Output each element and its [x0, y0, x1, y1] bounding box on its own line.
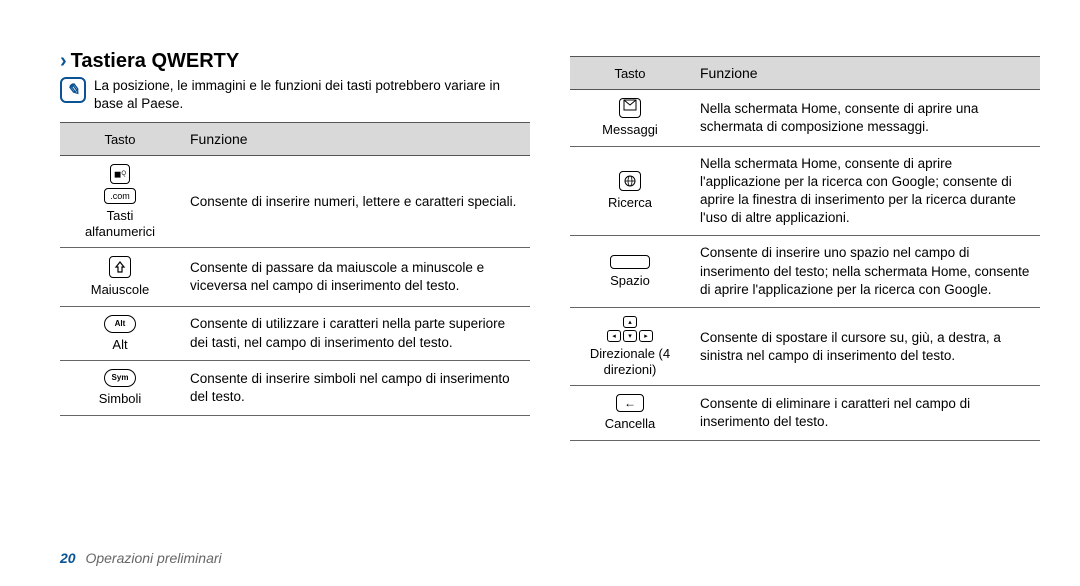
func-text: Consente di passare da maiuscole a minus…: [180, 248, 530, 307]
note-row: ✎ La posizione, le immagini e le funzion…: [60, 77, 530, 112]
th-func: Funzione: [180, 123, 530, 156]
key-label: Messaggi: [602, 122, 658, 138]
page-number: 20: [60, 550, 76, 566]
func-text: Consente di utilizzare i caratteri nella…: [180, 306, 530, 361]
key-label: Maiuscole: [91, 282, 150, 298]
th-func: Funzione: [690, 57, 1040, 90]
left-column: ›Tastiera QWERTY ✎ La posizione, le imma…: [60, 50, 530, 441]
func-text: Consente di inserire simboli nel campo d…: [180, 361, 530, 416]
messages-key-icon: Messaggi: [580, 98, 680, 138]
title-text: Tastiera QWERTY: [71, 50, 240, 72]
func-text: Consente di spostare il cursore su, giù,…: [690, 308, 1040, 386]
shift-key-icon: Maiuscole: [70, 256, 170, 298]
delete-key-icon: ← Cancella: [580, 394, 680, 432]
key-label: Ricerca: [608, 195, 652, 211]
func-text: Nella schermata Home, consente di aprire…: [690, 146, 1040, 236]
space-key-icon: Spazio: [580, 255, 680, 289]
key-label: Simboli: [99, 391, 142, 407]
func-text: Consente di inserire numeri, lettere e c…: [180, 156, 530, 248]
table-row: ▴ ◂▾▸ Direzionale (4 direzioni) Consente…: [570, 308, 1040, 386]
page-footer: 20 Operazioni preliminari: [60, 550, 222, 566]
func-text: Consente di inserire uno spazio nel camp…: [690, 236, 1040, 308]
table-row: Ricerca Nella schermata Home, consente d…: [570, 146, 1040, 236]
left-table: Tasto Funzione ◼Q .com Tasti: [60, 122, 530, 416]
table-row: ◼Q .com Tasti alfanumerici Consente di i…: [60, 156, 530, 248]
right-table: Tasto Funzione Messaggi Nella schermata: [570, 56, 1040, 441]
chevron-icon: ›: [60, 50, 67, 72]
key-label: Cancella: [605, 416, 656, 432]
note-text: La posizione, le immagini e le funzioni …: [94, 77, 530, 112]
table-row: Spazio Consente di inserire uno spazio n…: [570, 236, 1040, 308]
section-title: ›Tastiera QWERTY: [60, 50, 530, 73]
alt-key-icon: Alt Alt: [70, 315, 170, 353]
func-text: Consente di eliminare i caratteri nel ca…: [690, 386, 1040, 441]
note-icon: ✎: [60, 77, 86, 103]
table-row: Alt Alt Consente di utilizzare i caratte…: [60, 306, 530, 361]
search-key-icon: Ricerca: [580, 171, 680, 211]
section-name: Operazioni preliminari: [85, 550, 221, 566]
table-row: Sym Simboli Consente di inserire simboli…: [60, 361, 530, 416]
key-label: Direzionale (4 direzioni): [580, 346, 680, 377]
sym-key-icon: Sym Simboli: [70, 369, 170, 407]
table-row: ← Cancella Consente di eliminare i carat…: [570, 386, 1040, 441]
key-label: Spazio: [610, 273, 650, 289]
table-row: Messaggi Nella schermata Home, consente …: [570, 90, 1040, 147]
key-label: Alt: [112, 337, 127, 353]
key-label: Tasti alfanumerici: [70, 208, 170, 239]
th-key: Tasto: [60, 123, 180, 156]
func-text: Nella schermata Home, consente di aprire…: [690, 90, 1040, 147]
right-column: Tasto Funzione Messaggi Nella schermata: [570, 50, 1040, 441]
directional-key-icon: ▴ ◂▾▸ Direzionale (4 direzioni): [580, 316, 680, 377]
th-key: Tasto: [570, 57, 690, 90]
table-row: Maiuscole Consente di passare da maiusco…: [60, 248, 530, 307]
alphanumeric-key-icon: ◼Q .com Tasti alfanumerici: [70, 164, 170, 239]
